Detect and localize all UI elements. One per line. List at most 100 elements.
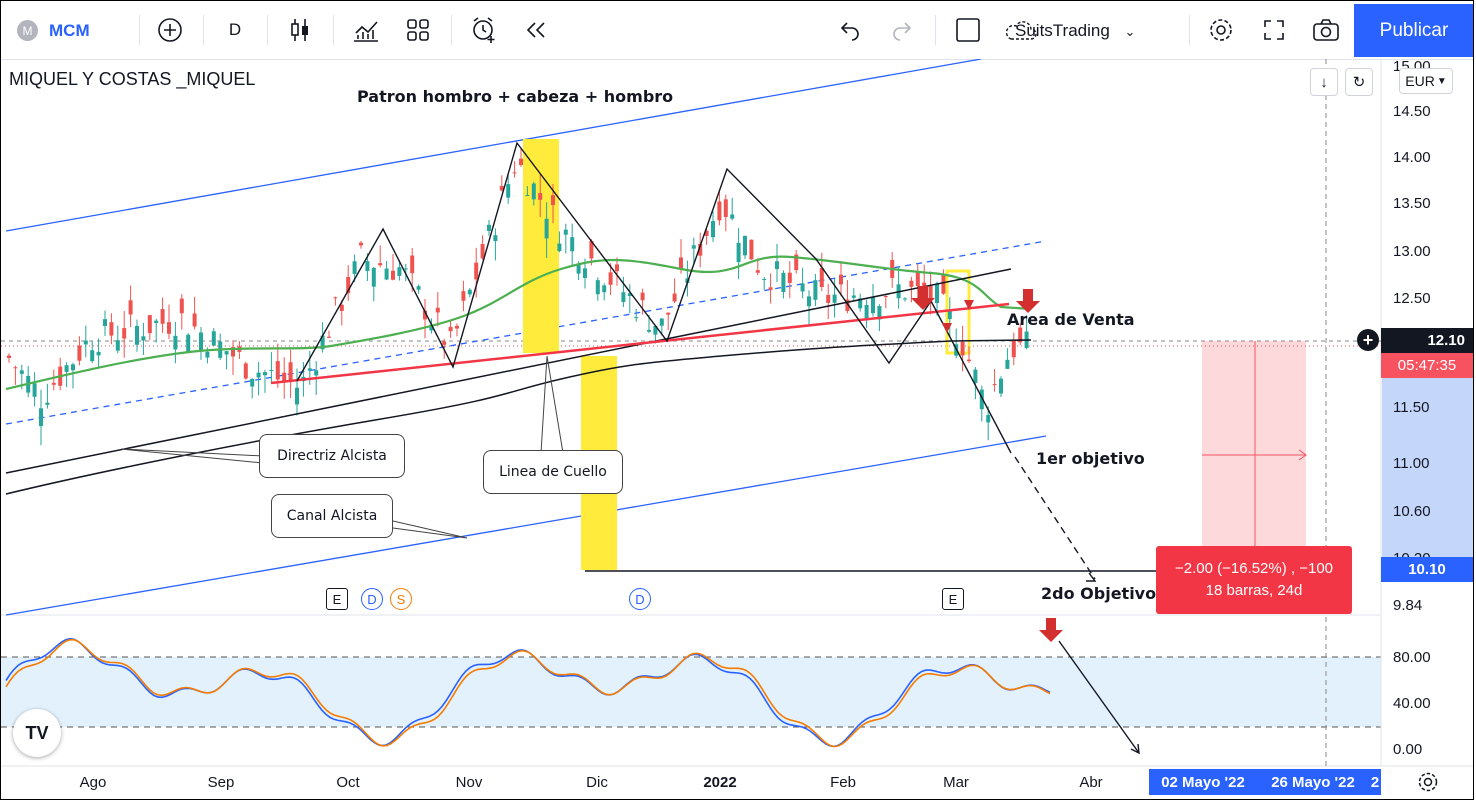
candle-body [32, 383, 37, 397]
candle-body [378, 263, 383, 266]
candle-body [269, 369, 274, 371]
currency-label[interactable]: EUR [1405, 73, 1435, 89]
candle-body [192, 313, 197, 327]
indicators-icon[interactable] [349, 13, 383, 47]
settings-gear-icon[interactable] [1417, 771, 1441, 795]
price-tick-label: 10.60 [1393, 503, 1431, 520]
candle-body [602, 285, 607, 293]
neckline-line [270, 302, 1010, 385]
replay-icon[interactable] [519, 13, 553, 47]
chevron-down-icon[interactable]: ▼ [1436, 75, 1447, 87]
directriz-callout[interactable]: Directriz Alcista [259, 434, 405, 478]
interval-button[interactable]: D [228, 20, 242, 39]
earnings-event[interactable]: E [942, 588, 964, 610]
candle-body [96, 351, 101, 356]
time-tick-label: Feb [830, 774, 856, 791]
candle-body [39, 408, 43, 427]
earnings-event[interactable]: E [326, 588, 348, 610]
candle-body [634, 317, 639, 319]
candle-body [928, 285, 933, 301]
candle-body [128, 300, 133, 315]
chevron-down-icon[interactable]: ⌄ [1124, 24, 1136, 39]
candle-body [915, 271, 920, 286]
candle-body [147, 315, 152, 334]
tradingview-logo-icon[interactable]: TV [13, 709, 61, 757]
candles-icon[interactable] [283, 13, 317, 47]
candle-body [967, 359, 971, 362]
settings-icon[interactable] [1204, 13, 1238, 47]
camera-icon[interactable] [1309, 13, 1343, 47]
candle-body [544, 218, 549, 239]
candle-body [519, 158, 523, 166]
candle-body [755, 270, 760, 273]
time-tick-label: 2022 [703, 774, 736, 791]
scroll-down-icon[interactable]: ↓ [1310, 68, 1338, 96]
layouts-icon[interactable] [401, 13, 435, 47]
layout-select-icon[interactable] [951, 13, 985, 47]
time-axis[interactable]: Ago Sep Oct Nov Dic 2022 Feb Mar Abr [80, 774, 1103, 791]
redo-icon[interactable] [885, 13, 919, 47]
symbol-name[interactable]: MCM [49, 21, 90, 40]
bar-countdown: 05:47:35 [1381, 353, 1473, 378]
publish-button[interactable]: Publicar [1354, 4, 1473, 57]
chart-title: MIQUEL Y COSTAS _MIQUEL [9, 69, 256, 89]
candle-body [154, 320, 159, 323]
symbol-logo-icon[interactable]: M [17, 20, 38, 41]
candle-body [819, 267, 824, 288]
divider [203, 15, 204, 45]
currency-select[interactable]: EUR ▼ [1399, 68, 1453, 94]
undo-icon[interactable] [833, 13, 867, 47]
candle-body [467, 289, 472, 295]
candle-body [615, 264, 619, 272]
price-tick-label: 14.50 [1393, 103, 1431, 120]
chart-canvas[interactable]: Patron hombro + cabeza + hombro Area de … [1, 59, 1474, 800]
workspace-name[interactable]: SuitsTrading ⌄ [1015, 21, 1135, 41]
candle-body [883, 296, 888, 298]
osc-axis[interactable]: 80.00 40.00 0.00 [1393, 649, 1431, 758]
time-tick-label: Mar [943, 774, 969, 791]
fullscreen-icon[interactable] [1257, 13, 1291, 47]
candle-body [864, 304, 869, 319]
candle-body [307, 368, 312, 371]
candle-body [282, 372, 287, 381]
candle-body [576, 263, 581, 274]
dividend-event[interactable]: D [361, 588, 383, 610]
candle-body [263, 372, 267, 376]
candle-body [314, 370, 319, 376]
reset-icon[interactable]: ↻ [1345, 68, 1373, 96]
candle-body [935, 283, 939, 304]
osc-arrow-icon [1130, 743, 1140, 755]
neckline-callout[interactable]: Linea de Cuello [483, 450, 623, 494]
split-event[interactable]: S [390, 588, 412, 610]
candle-body [640, 292, 645, 301]
candle-body [250, 378, 255, 387]
compare-add-icon[interactable] [153, 13, 187, 47]
add-plus-icon[interactable]: + [1357, 329, 1379, 351]
target-price-tag: 10.10 [1381, 557, 1473, 582]
candle-body [512, 172, 517, 174]
candle-body [224, 351, 229, 355]
workspace-label[interactable]: SuitsTrading [1015, 21, 1110, 40]
candle-body [167, 322, 171, 334]
candle-body [717, 201, 722, 221]
candle-body [333, 297, 338, 299]
candle-body [768, 287, 773, 290]
target1-label: 1er objetivo [1036, 449, 1145, 468]
sell-arrows [911, 286, 1063, 642]
candle-body [115, 340, 120, 351]
dividend-event[interactable]: D [629, 588, 651, 610]
candle-body [371, 268, 376, 287]
candle-body [1011, 339, 1016, 358]
measure-arrow-icon [1298, 449, 1307, 461]
candle-body [781, 272, 786, 293]
osc-projection-line [1058, 640, 1140, 754]
candle-body [346, 276, 351, 294]
alert-icon[interactable] [467, 13, 501, 47]
channel-callout[interactable]: Canal Alcista [271, 494, 393, 538]
candle-body [141, 336, 146, 341]
candle-body [327, 336, 331, 338]
candle-body [851, 295, 856, 298]
channel-lower-line [5, 435, 1047, 616]
candle-body [723, 199, 728, 218]
cloud-icon[interactable] [1003, 13, 1037, 47]
